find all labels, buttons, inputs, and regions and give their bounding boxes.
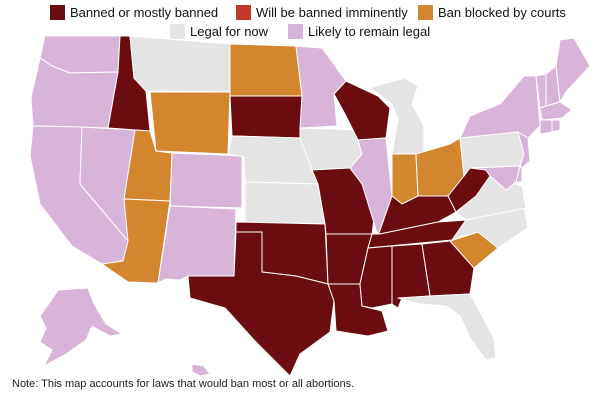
state-CT[interactable] [539,119,553,135]
state-RI[interactable] [551,119,561,133]
legend-swatch-blocked [418,4,433,20]
state-NM[interactable] [157,205,237,284]
state-MI[interactable] [369,77,425,155]
state-MD[interactable] [469,165,521,191]
state-KS[interactable] [244,181,326,225]
legend-label-banned: Banned or mostly banned [70,4,219,20]
legend-item-imminent: Will be banned imminently [236,4,408,20]
state-TX[interactable] [187,231,335,376]
state-FL[interactable] [397,293,497,361]
legend-label-imminent: Will be banned imminently [256,4,408,20]
legend: Banned or mostly banned Will be banned i… [0,0,600,44]
state-ME[interactable] [555,37,591,103]
legend-item-legal-now: Legal for now [170,23,268,39]
state-MN[interactable] [295,45,347,129]
state-IN[interactable] [391,153,419,205]
legend-label-blocked: Ban blocked by courts [438,4,566,20]
legend-swatch-legal-now [170,23,185,39]
state-WI[interactable] [333,80,391,141]
legend-item-banned: Banned or mostly banned [50,4,218,20]
state-IL[interactable] [349,137,393,237]
state-SD[interactable] [229,95,303,139]
state-ND[interactable] [229,43,303,97]
state-IA[interactable] [299,127,363,171]
us-state-map [29,36,591,376]
state-GA[interactable] [421,240,475,297]
legend-swatch-imminent [236,4,251,20]
state-NY[interactable] [459,75,541,139]
state-CO[interactable] [169,152,243,209]
legend-swatch-remain-legal [288,23,303,39]
state-HI[interactable] [191,363,211,376]
legend-item-blocked: Ban blocked by courts [418,4,566,20]
state-AK[interactable] [39,287,123,367]
state-MT[interactable] [129,36,231,93]
legend-label-legal-now: Legal for now [190,23,269,39]
map-note: Note: This map accounts for laws that wo… [12,378,355,390]
state-WY[interactable] [149,91,231,155]
legend-swatch-banned [50,4,65,20]
legend-item-remain-legal: Likely to remain legal [288,23,430,39]
state-AZ[interactable] [101,198,171,284]
legend-label-remain-legal: Likely to remain legal [308,23,431,39]
